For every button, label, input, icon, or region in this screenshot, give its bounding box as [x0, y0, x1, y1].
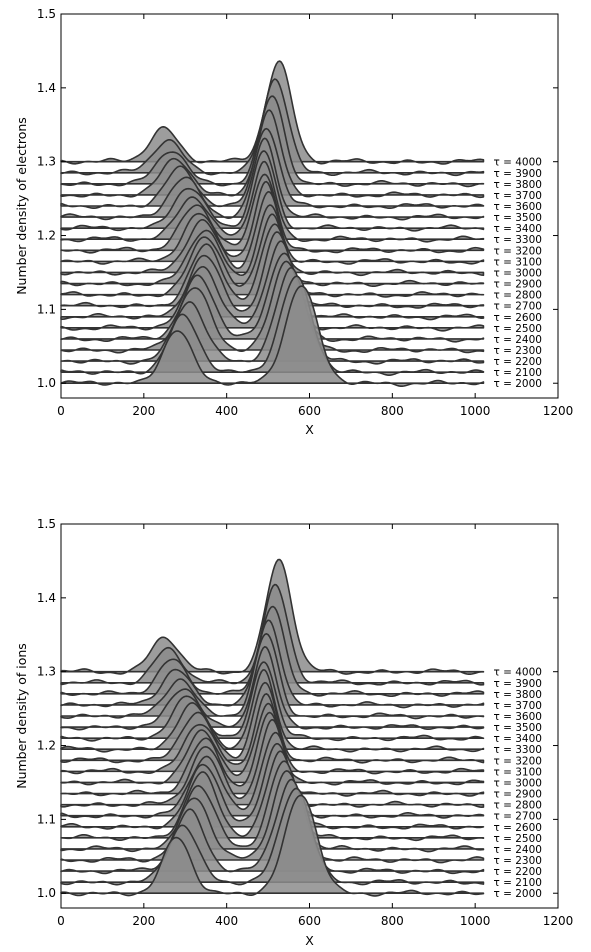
series-label: τ = 3600 — [493, 201, 542, 213]
y-tick-label: 1.2 — [37, 739, 56, 753]
trace-2000 — [60, 285, 485, 387]
series-label: τ = 2400 — [493, 334, 542, 346]
y-tick-label: 1.0 — [37, 886, 56, 900]
series-label: τ = 3100 — [493, 766, 542, 778]
y-ticks: 1.0 1.1 1.2 1.3 1.4 1.5 — [37, 517, 558, 900]
series-label: τ = 3000 — [493, 777, 542, 789]
x-tick-label: 200 — [132, 404, 155, 418]
y-tick-label: 1.3 — [37, 665, 56, 679]
series-label: τ = 2500 — [493, 323, 542, 335]
series-label: τ = 3700 — [493, 700, 542, 712]
trace-2300 — [60, 770, 485, 864]
x-tick-label: 1000 — [460, 914, 491, 928]
series-label: τ = 4000 — [493, 667, 542, 679]
x-tick-label: 400 — [215, 914, 238, 928]
series-label: τ = 2600 — [493, 822, 542, 834]
series-label: τ = 2300 — [493, 855, 542, 867]
series-label: τ = 2200 — [493, 866, 542, 878]
y-tick-label: 1.1 — [37, 302, 56, 316]
series-label: τ = 3200 — [493, 245, 542, 257]
series-label: τ = 3500 — [493, 212, 542, 224]
series-label: τ = 3300 — [493, 234, 542, 246]
series-label: τ = 2300 — [493, 345, 542, 357]
y-tick-label: 1.4 — [37, 591, 56, 605]
x-tick-label: 1000 — [460, 404, 491, 418]
x-ticks: 0 200 400 600 800 1000 1200 — [57, 524, 573, 928]
series-label: τ = 3800 — [493, 179, 542, 191]
x-tick-label: 800 — [381, 914, 404, 928]
series-label: τ = 3000 — [493, 267, 542, 279]
trace-2200 — [60, 266, 485, 365]
x-axis-label: X — [305, 933, 314, 948]
series-label: τ = 2400 — [493, 844, 542, 856]
x-tick-label: 1200 — [543, 404, 574, 418]
series-label: τ = 2000 — [493, 378, 542, 390]
series-label: τ = 2700 — [493, 811, 542, 823]
series-label: τ = 2900 — [493, 789, 542, 801]
series-label: τ = 2200 — [493, 356, 542, 368]
y-tick-label: 1.4 — [37, 81, 56, 95]
series-label: τ = 3200 — [493, 755, 542, 767]
series-label: τ = 3900 — [493, 168, 542, 180]
series-label: τ = 2500 — [493, 833, 542, 845]
series-label: τ = 2800 — [493, 290, 542, 302]
y-tick-label: 1.2 — [37, 229, 56, 243]
x-tick-label: 400 — [215, 404, 238, 418]
x-tick-label: 1200 — [543, 914, 574, 928]
series-label: τ = 3300 — [493, 744, 542, 756]
y-tick-label: 1.1 — [37, 812, 56, 826]
x-ticks: 0 200 400 600 800 1000 1200 — [57, 14, 573, 418]
y-axis-label: Number density of ions — [14, 643, 29, 789]
series-label: τ = 4000 — [493, 157, 542, 169]
series-label: τ = 3700 — [493, 190, 542, 202]
series-label: τ = 2900 — [493, 279, 542, 291]
trace-2300 — [60, 260, 485, 354]
series-label: τ = 2700 — [493, 301, 542, 313]
trace-2000 — [60, 794, 485, 897]
series-label: τ = 2100 — [493, 877, 542, 889]
y-tick-label: 1.5 — [37, 517, 56, 531]
series-label: τ = 2600 — [493, 312, 542, 324]
x-tick-label: 200 — [132, 914, 155, 928]
y-tick-label: 1.0 — [37, 376, 56, 390]
traces — [60, 60, 485, 387]
y-tick-label: 1.3 — [37, 155, 56, 169]
x-tick-label: 600 — [298, 404, 321, 418]
series-label: τ = 3100 — [493, 256, 542, 268]
series-label: τ = 3400 — [493, 733, 542, 745]
x-axis-label: X — [305, 422, 314, 437]
series-label: τ = 3400 — [493, 223, 542, 235]
series-label: τ = 2800 — [493, 800, 542, 812]
series-label: τ = 3800 — [493, 689, 542, 701]
traces — [60, 558, 485, 897]
y-axis-label: Number density of electrons — [14, 117, 29, 295]
series-label: τ = 3500 — [493, 722, 542, 734]
series-label: τ = 2100 — [493, 367, 542, 379]
x-tick-label: 0 — [57, 404, 65, 418]
x-tick-label: 800 — [381, 404, 404, 418]
x-tick-label: 600 — [298, 914, 321, 928]
series-label: τ = 3900 — [493, 678, 542, 690]
x-tick-label: 0 — [57, 914, 65, 928]
series-label: τ = 3600 — [493, 711, 542, 723]
y-tick-label: 1.5 — [37, 7, 56, 21]
series-label: τ = 2000 — [493, 888, 542, 900]
y-ticks: 1.0 1.1 1.2 1.3 1.4 1.5 — [37, 7, 558, 390]
